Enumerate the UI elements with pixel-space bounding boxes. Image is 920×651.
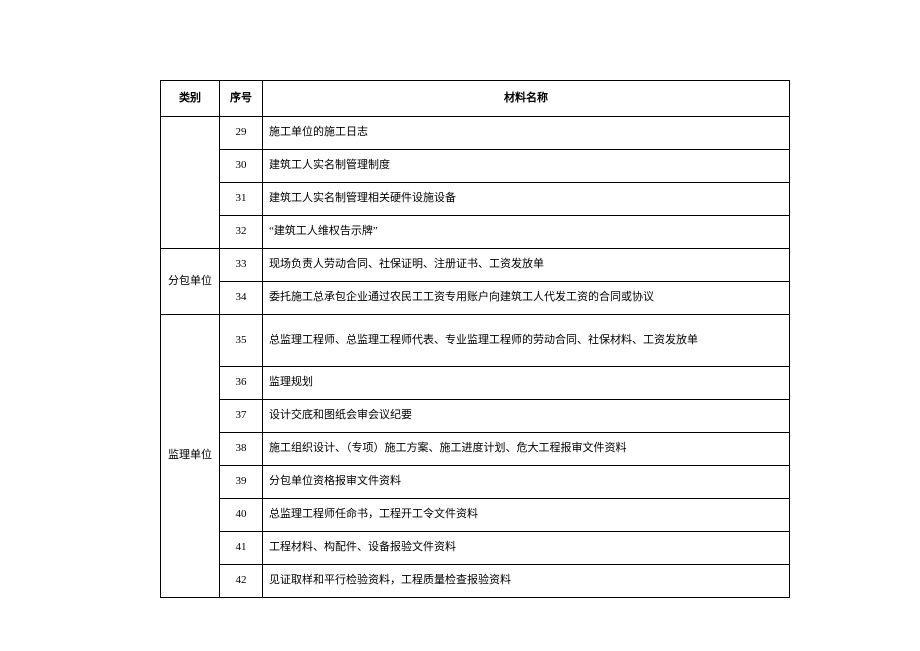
table-row: 32“建筑工人维权告示牌” [161, 216, 790, 249]
materials-table: 类别 序号 材料名称 29施工单位的施工日志30建筑工人实名制管理制度31建筑工… [160, 80, 790, 598]
table-row: 监理单位35总监理工程师、总监理工程师代表、专业监理工程师的劳动合同、社保材料、… [161, 315, 790, 367]
number-cell: 30 [220, 150, 263, 183]
number-cell: 36 [220, 367, 263, 400]
number-cell: 40 [220, 499, 263, 532]
name-cell: 分包单位资格报审文件资料 [263, 466, 790, 499]
number-cell: 34 [220, 282, 263, 315]
number-cell: 32 [220, 216, 263, 249]
table-row: 36监理规划 [161, 367, 790, 400]
category-cell [161, 117, 220, 249]
number-cell: 39 [220, 466, 263, 499]
number-cell: 41 [220, 532, 263, 565]
name-cell: 施工单位的施工日志 [263, 117, 790, 150]
name-cell: 监理规划 [263, 367, 790, 400]
table-row: 分包单位33现场负责人劳动合同、社保证明、注册证书、工资发放单 [161, 249, 790, 282]
table-row: 40总监理工程师任命书，工程开工令文件资料 [161, 499, 790, 532]
number-cell: 38 [220, 433, 263, 466]
name-cell: 总监理工程师任命书，工程开工令文件资料 [263, 499, 790, 532]
number-cell: 37 [220, 400, 263, 433]
name-cell: 工程材料、构配件、设备报验文件资料 [263, 532, 790, 565]
table-row: 38施工组织设计、（专项）施工方案、施工进度计划、危大工程报审文件资料 [161, 433, 790, 466]
table-row: 39分包单位资格报审文件资料 [161, 466, 790, 499]
header-number: 序号 [220, 81, 263, 117]
number-cell: 33 [220, 249, 263, 282]
name-cell: 委托施工总承包企业通过农民工工资专用账户向建筑工人代发工资的合同或协议 [263, 282, 790, 315]
number-cell: 31 [220, 183, 263, 216]
table-header-row: 类别 序号 材料名称 [161, 81, 790, 117]
table-row: 31建筑工人实名制管理相关硬件设施设备 [161, 183, 790, 216]
category-cell: 监理单位 [161, 315, 220, 598]
name-cell: 总监理工程师、总监理工程师代表、专业监理工程师的劳动合同、社保材料、工资发放单 [263, 315, 790, 367]
name-cell: 建筑工人实名制管理制度 [263, 150, 790, 183]
name-cell: 施工组织设计、（专项）施工方案、施工进度计划、危大工程报审文件资料 [263, 433, 790, 466]
header-category: 类别 [161, 81, 220, 117]
table-row: 34委托施工总承包企业通过农民工工资专用账户向建筑工人代发工资的合同或协议 [161, 282, 790, 315]
table-row: 42见证取样和平行检验资料，工程质量检查报验资料 [161, 565, 790, 598]
table-row: 30建筑工人实名制管理制度 [161, 150, 790, 183]
header-name: 材料名称 [263, 81, 790, 117]
name-cell: “建筑工人维权告示牌” [263, 216, 790, 249]
name-cell: 建筑工人实名制管理相关硬件设施设备 [263, 183, 790, 216]
number-cell: 42 [220, 565, 263, 598]
name-cell: 见证取样和平行检验资料，工程质量检查报验资料 [263, 565, 790, 598]
name-cell: 设计交底和图纸会审会议纪要 [263, 400, 790, 433]
number-cell: 29 [220, 117, 263, 150]
name-cell: 现场负责人劳动合同、社保证明、注册证书、工资发放单 [263, 249, 790, 282]
number-cell: 35 [220, 315, 263, 367]
table-row: 41工程材料、构配件、设备报验文件资料 [161, 532, 790, 565]
table-row: 37设计交底和图纸会审会议纪要 [161, 400, 790, 433]
category-cell: 分包单位 [161, 249, 220, 315]
table-row: 29施工单位的施工日志 [161, 117, 790, 150]
